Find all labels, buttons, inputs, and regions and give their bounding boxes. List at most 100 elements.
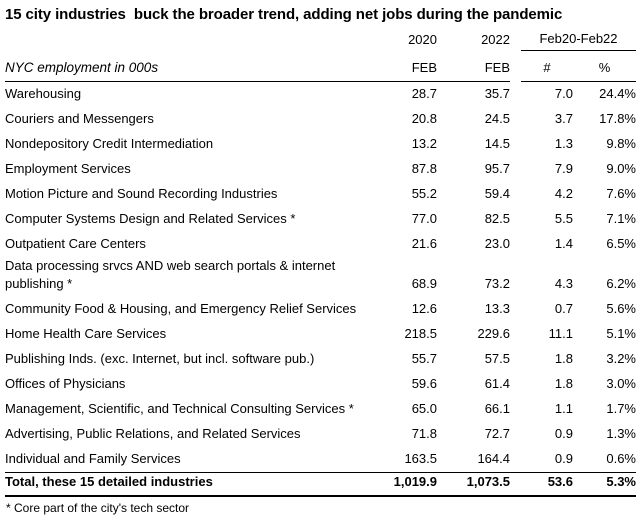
spacer-cell xyxy=(510,232,521,257)
value-2020-cell: 163.5 xyxy=(404,451,437,466)
change-pct-cell: 6.2% xyxy=(606,276,636,291)
change-pct-cell: 1.7% xyxy=(606,401,636,416)
value-2022-cell: 229.6 xyxy=(477,326,510,341)
industry-name-cell: Motion Picture and Sound Recording Indus… xyxy=(5,186,278,201)
header-row-years: 2020 2022 Feb20-Feb22 xyxy=(5,30,636,51)
value-2022-cell: 73.2 xyxy=(484,276,510,291)
table-row: Publishing Inds. (exc. Internet, but inc… xyxy=(5,347,636,372)
industry-name-cell: Couriers and Messengers xyxy=(5,111,154,126)
spacer-cell xyxy=(510,51,521,82)
spacer-cell xyxy=(510,347,521,372)
value-2020-cell: 87.8 xyxy=(411,161,437,176)
spacer-cell xyxy=(510,472,521,497)
spacer-cell xyxy=(510,132,521,157)
col-header-2020: 2020 xyxy=(408,32,437,47)
change-pct-cell: 7.1% xyxy=(606,211,636,226)
change-count-cell: 3.7 xyxy=(554,111,573,126)
industry-name-cell: Outpatient Care Centers xyxy=(5,236,146,251)
change-pct-cell: 0.6% xyxy=(606,451,636,466)
total-2022-cell: 1,073.5 xyxy=(437,472,510,497)
table-row: Data processing srvcs AND web search por… xyxy=(5,257,636,297)
col-header-feb-2020: FEB xyxy=(388,51,437,82)
table-body: Warehousing 28.7 35.7 7.0 24.4% Couriers and … xyxy=(5,82,636,472)
spacer-cell xyxy=(510,322,521,347)
table-row: Employment Services 87.8 95.7 7.9 9.0% xyxy=(5,157,636,182)
industry-name-cell: Publishing Inds. (exc. Internet, but inc… xyxy=(5,351,315,366)
industry-name-cell: Warehousing xyxy=(5,86,82,101)
spacer-cell xyxy=(510,182,521,207)
industry-name-cell: Individual and Family Services xyxy=(5,451,181,466)
table-row: Offices of Physicians 59.6 61.4 1.8 3.0% xyxy=(5,372,636,397)
table-row: Individual and Family Services 163.5 164.4… xyxy=(5,447,636,472)
value-2022-cell: 24.5 xyxy=(484,111,510,126)
table-row: Home Health Care Services 218.5 229.6 11.1 5… xyxy=(5,322,636,347)
spacer-cell xyxy=(510,422,521,447)
table-footer: Total, these 15 detailed industries 1,01… xyxy=(5,472,636,497)
spacer-cell xyxy=(510,447,521,472)
change-count-cell: 0.9 xyxy=(554,451,573,466)
change-pct-cell: 24.4% xyxy=(599,86,636,101)
change-count-cell: 1.8 xyxy=(554,351,573,366)
change-count-cell: 1.8 xyxy=(554,376,573,391)
total-change-pct-cell: 5.3% xyxy=(573,472,636,497)
value-2020-cell: 218.5 xyxy=(404,326,437,341)
value-2020-cell: 55.2 xyxy=(411,186,437,201)
value-2022-cell: 82.5 xyxy=(484,211,510,226)
value-2020-cell: 68.9 xyxy=(411,276,437,291)
spacer-cell xyxy=(510,397,521,422)
value-2022-cell: 95.7 xyxy=(484,161,510,176)
change-pct-cell: 5.1% xyxy=(606,326,636,341)
table-row: Couriers and Messengers 20.8 24.5 3.7 17.8% xyxy=(5,107,636,132)
value-2020-cell: 28.7 xyxy=(411,86,437,101)
table-row: Motion Picture and Sound Recording Indus… xyxy=(5,182,636,207)
industry-name-cell: Data processing srvcs AND web search por… xyxy=(5,258,336,291)
value-2022-cell: 72.7 xyxy=(484,426,510,441)
col-header-change-count: # xyxy=(521,51,573,82)
table-row: Warehousing 28.7 35.7 7.0 24.4% xyxy=(5,82,636,107)
col-header-2022: 2022 xyxy=(481,32,510,47)
total-2020-cell: 1,019.9 xyxy=(388,472,437,497)
value-2022-cell: 164.4 xyxy=(477,451,510,466)
spacer-cell xyxy=(510,82,521,107)
footnote: * Core part of the city's tech sector xyxy=(6,501,190,515)
total-label-cell: Total, these 15 detailed industries xyxy=(5,472,388,497)
change-pct-cell: 5.6% xyxy=(606,301,636,316)
change-count-cell: 7.9 xyxy=(554,161,573,176)
industry-name-cell: Employment Services xyxy=(5,161,131,176)
table-row: Community Food & Housing, and Emergency … xyxy=(5,297,636,322)
row-label-heading: NYC employment in 000s xyxy=(5,51,388,82)
industry-name-cell: Nondepository Credit Intermediation xyxy=(5,136,214,151)
value-2020-cell: 71.8 xyxy=(411,426,437,441)
change-pct-cell: 17.8% xyxy=(599,111,636,126)
value-2022-cell: 59.4 xyxy=(484,186,510,201)
value-2020-cell: 59.6 xyxy=(411,376,437,391)
change-count-cell: 4.2 xyxy=(554,186,573,201)
industry-name-cell: Home Health Care Services xyxy=(5,326,167,341)
change-pct-cell: 9.0% xyxy=(606,161,636,176)
value-2020-cell: 77.0 xyxy=(411,211,437,226)
value-2022-cell: 57.5 xyxy=(484,351,510,366)
empty-header-cell xyxy=(5,30,388,51)
spacer-cell xyxy=(510,257,521,297)
change-pct-cell: 3.0% xyxy=(606,376,636,391)
industry-name-cell: Advertising, Public Relations, and Relat… xyxy=(5,426,301,441)
change-count-cell: 7.0 xyxy=(554,86,573,101)
value-2022-cell: 14.5 xyxy=(484,136,510,151)
value-2020-cell: 55.7 xyxy=(411,351,437,366)
value-2022-cell: 13.3 xyxy=(484,301,510,316)
table-row: Outpatient Care Centers 21.6 23.0 1.4 6.5% xyxy=(5,232,636,257)
value-2020-cell: 21.6 xyxy=(411,236,437,251)
change-count-cell: 0.7 xyxy=(554,301,573,316)
change-pct-cell: 9.8% xyxy=(606,136,636,151)
industry-name-cell: Management, Scientific, and Technical Co… xyxy=(5,401,354,416)
col-header-feb-2022: FEB xyxy=(437,51,510,82)
change-pct-cell: 6.5% xyxy=(606,236,636,251)
spacer-cell xyxy=(510,107,521,132)
table-row: Computer Systems Design and Related Serv… xyxy=(5,207,636,232)
table-row: Nondepository Credit Intermediation 13.2 1… xyxy=(5,132,636,157)
page-title: 15 city industries buck the broader tren… xyxy=(5,6,563,23)
employment-table: 2020 2022 Feb20-Feb22 NYC employment in … xyxy=(5,30,636,497)
spacer-cell xyxy=(510,30,521,51)
col-header-change-pct: % xyxy=(573,51,636,82)
